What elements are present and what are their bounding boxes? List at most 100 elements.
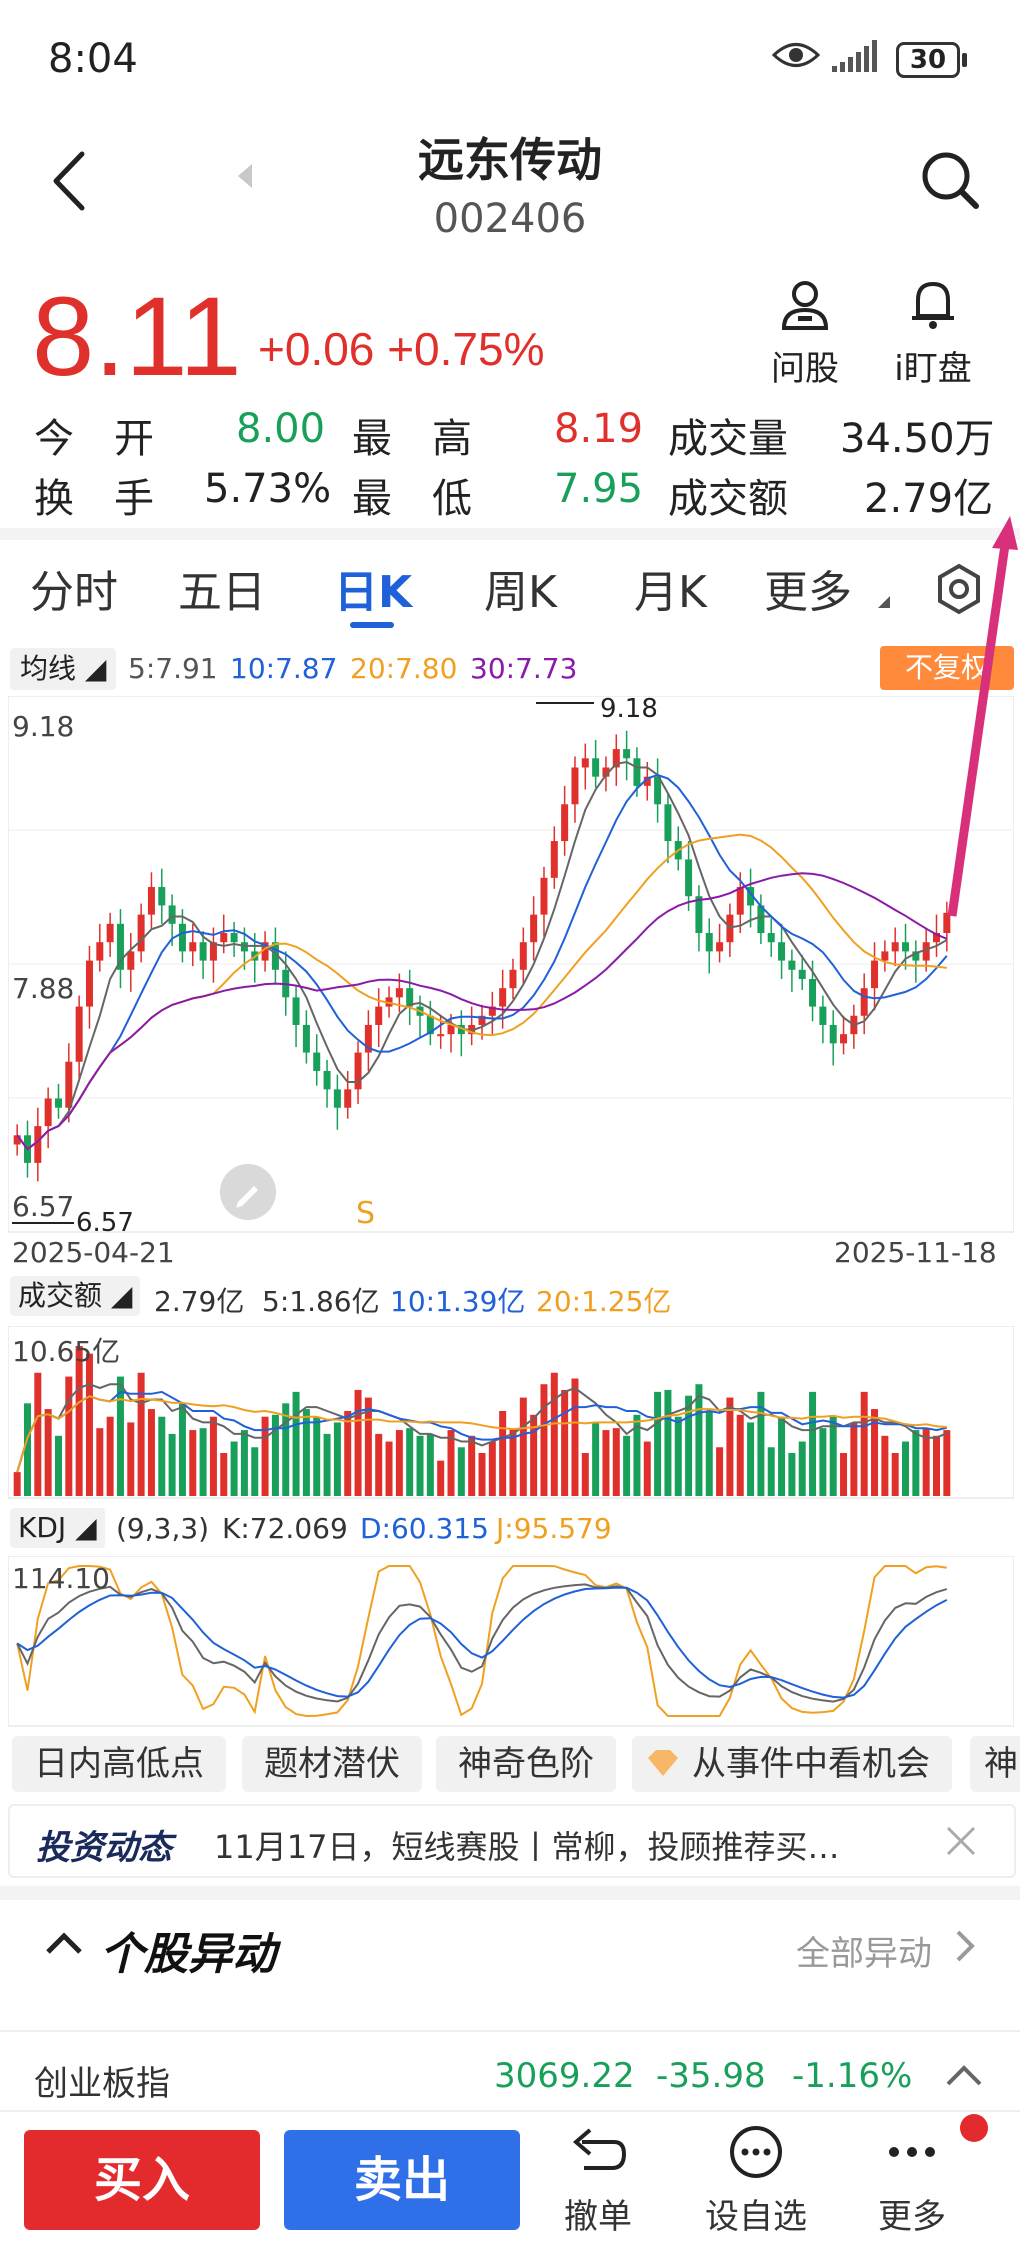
divider (0, 1886, 1020, 1900)
open-value: 8.00 (236, 406, 326, 452)
prev-stock-icon[interactable] (236, 162, 254, 190)
ma5-legend: 5:7.91 (128, 652, 218, 685)
candle-body (189, 942, 197, 952)
buy-button[interactable]: 买入 (24, 2130, 260, 2230)
volume-bar (674, 1416, 682, 1496)
draw-tool-button[interactable] (220, 1164, 276, 1220)
index-change: -35.98 (656, 2056, 766, 2096)
volume-bar (178, 1403, 186, 1496)
volume-bar (85, 1353, 93, 1496)
chip-events[interactable]: 从事件中看机会 (632, 1736, 952, 1792)
volume-bar (127, 1422, 135, 1496)
tab-intraday[interactable]: 分时 (30, 567, 118, 618)
volume-bar (922, 1428, 930, 1496)
sell-button[interactable]: 卖出 (284, 2130, 520, 2230)
candle-body (375, 1006, 383, 1025)
chevron-up-icon[interactable] (944, 2060, 984, 2090)
volume-bar (478, 1453, 486, 1496)
tab-five-day[interactable]: 五日 (178, 567, 266, 618)
volume-selector-label: 成交额 (18, 1279, 103, 1312)
more-label: 更多 (878, 2197, 946, 2237)
volume-bar (168, 1433, 176, 1496)
more-button[interactable]: 更多 (842, 2124, 982, 2238)
chip-color-scale[interactable]: 神奇色阶 (436, 1736, 616, 1792)
volume-bar (592, 1422, 600, 1496)
watch-button[interactable]: i盯盘 (878, 278, 988, 390)
chevron-right-icon[interactable] (954, 1928, 978, 1964)
volume-bar (612, 1428, 620, 1496)
volume-bar (65, 1376, 73, 1496)
volume-selector[interactable]: 成交额 ◢ (10, 1276, 141, 1316)
candle-body (437, 1034, 445, 1037)
candle-body (654, 776, 662, 805)
volume-bar (829, 1416, 837, 1496)
search-icon[interactable] (920, 150, 980, 210)
volume-ma20-legend: 20:1.25亿 (536, 1285, 672, 1318)
volume-ma5-legend: 5:1.86亿 (262, 1285, 380, 1318)
candle-body (860, 988, 868, 1016)
candle-body (819, 1006, 827, 1025)
kline-chart[interactable] (8, 696, 1014, 1236)
volume-bar (643, 1441, 651, 1496)
all-alerts-link[interactable]: 全部异动 (796, 1934, 932, 1974)
settings-icon[interactable] (934, 562, 984, 616)
amount-label: 成交额 (668, 476, 788, 522)
ma-selector[interactable]: 均线 ◢ (10, 648, 117, 690)
candle-body (788, 960, 796, 970)
candle-body (809, 978, 817, 1007)
candle-body (323, 1070, 331, 1090)
candle-body (478, 1015, 486, 1025)
tab-daily-k[interactable]: 日K (334, 567, 413, 618)
volume-bar (447, 1430, 455, 1496)
chevron-up-icon[interactable] (44, 1928, 84, 1958)
pencil-icon (236, 1186, 258, 1208)
notification-dot (960, 2114, 988, 2142)
x-start-label: 2025-04-21 (12, 1236, 175, 1269)
volume-bar (581, 1453, 589, 1496)
index-name: 创业板指 (34, 2064, 170, 2104)
min-marker-line (12, 1222, 74, 1224)
chip-more[interactable]: 神 (970, 1736, 1020, 1792)
volume-chart[interactable] (8, 1326, 1014, 1502)
person-icon (781, 281, 829, 330)
cancel-order-button[interactable]: 撤单 (528, 2124, 668, 2238)
volume-bar (778, 1416, 786, 1496)
candle-body (736, 887, 744, 915)
volume-bar (230, 1441, 238, 1496)
kdj-chart[interactable] (8, 1556, 1014, 1728)
candle-body (75, 1006, 83, 1062)
signal-marker: S (356, 1196, 376, 1231)
volume-bar (240, 1430, 248, 1496)
candle-body (747, 887, 755, 906)
chip-theme[interactable]: 题材潜伏 (242, 1736, 422, 1792)
volume-bar (375, 1433, 383, 1496)
volume-bar (685, 1395, 693, 1496)
signal-icon (832, 40, 877, 72)
tab-weekly-k[interactable]: 周K (484, 567, 557, 618)
candle-body (798, 969, 806, 979)
volume-bar (912, 1430, 920, 1496)
ask-stock-button[interactable]: 问股 (750, 278, 860, 390)
news-bar[interactable]: 投资动态 11月17日，短线赛股丨常柳，投顾推荐买… (8, 1804, 1016, 1878)
back-icon[interactable] (50, 150, 90, 212)
tab-monthly-k[interactable]: 月K (634, 567, 707, 618)
kdj-selector[interactable]: KDJ ◢ (10, 1508, 105, 1548)
volume-bar (561, 1389, 569, 1496)
ma20-legend: 20:7.80 (350, 652, 458, 685)
volume-bar (819, 1428, 827, 1496)
candle-body (127, 951, 135, 970)
add-watchlist-button[interactable]: 设自选 (686, 2124, 826, 2238)
volume-bar (550, 1372, 558, 1496)
volume-bar (416, 1435, 424, 1496)
candle-body (902, 942, 910, 952)
candle-body (116, 923, 124, 970)
tab-more[interactable]: 更多 (764, 567, 852, 618)
candle-body (602, 767, 610, 777)
volume-bar (530, 1414, 538, 1496)
volume-bar (137, 1372, 145, 1496)
candle-body (509, 969, 517, 989)
volume-bar (747, 1422, 755, 1496)
close-icon[interactable] (944, 1824, 978, 1858)
volume-bar (871, 1409, 879, 1496)
chip-intraday-high-low[interactable]: 日内高低点 (12, 1736, 226, 1792)
